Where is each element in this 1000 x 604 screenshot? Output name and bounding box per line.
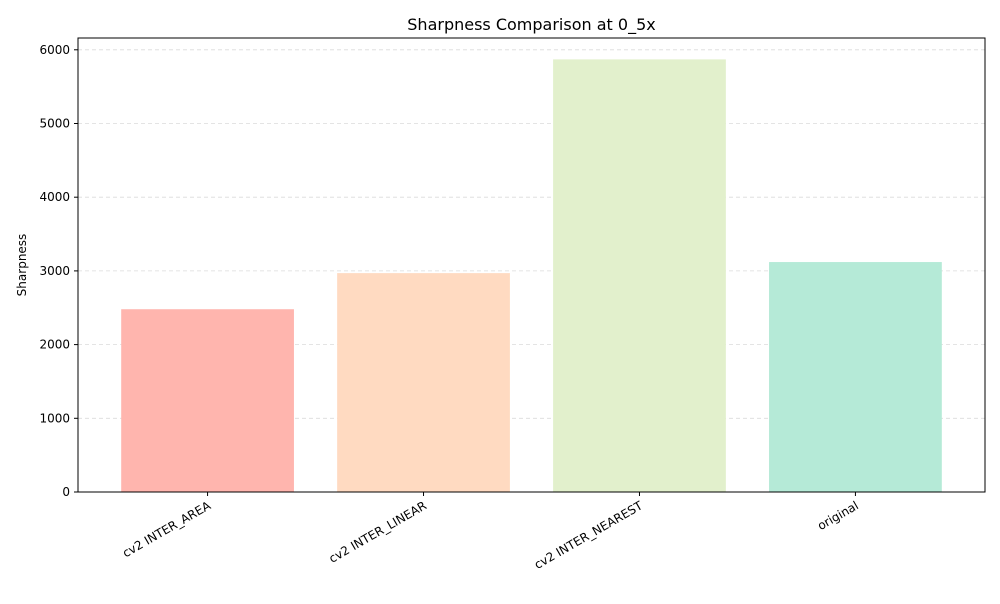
y-tick-label: 0: [62, 485, 70, 499]
y-tick-label: 3000: [39, 264, 70, 278]
bars: [121, 59, 942, 492]
x-ticks: cv2 INTER_AREA cv2 INTER_LINEAR cv2 INTER_…: [120, 492, 861, 572]
x-tick-label: cv2 INTER_AREA: [120, 498, 214, 560]
bar-cv2-inter-area: [121, 309, 294, 492]
bar-original: [769, 262, 942, 492]
bar-cv2-inter-nearest: [553, 59, 726, 492]
y-tick-label: 5000: [39, 116, 70, 130]
axes: [77, 37, 986, 493]
chart-title: Sharpness Comparison at 0_5x: [407, 15, 655, 35]
y-tick-label: 1000: [39, 411, 70, 425]
y-tick-label: 4000: [39, 190, 70, 204]
bar-cv2-inter-linear: [337, 273, 510, 492]
x-tick-label: original: [815, 498, 861, 533]
x-tick-label: cv2 INTER_LINEAR: [327, 498, 429, 565]
y-tick-label: 6000: [39, 43, 70, 57]
y-axis-label: Sharpness: [15, 234, 29, 297]
y-ticks: 0 1000 2000 3000 4000 5000 6000: [39, 43, 78, 499]
plot-frame: [77, 37, 986, 493]
x-tick-label: cv2 INTER_NEAREST: [532, 498, 646, 572]
y-tick-label: 2000: [39, 338, 70, 352]
